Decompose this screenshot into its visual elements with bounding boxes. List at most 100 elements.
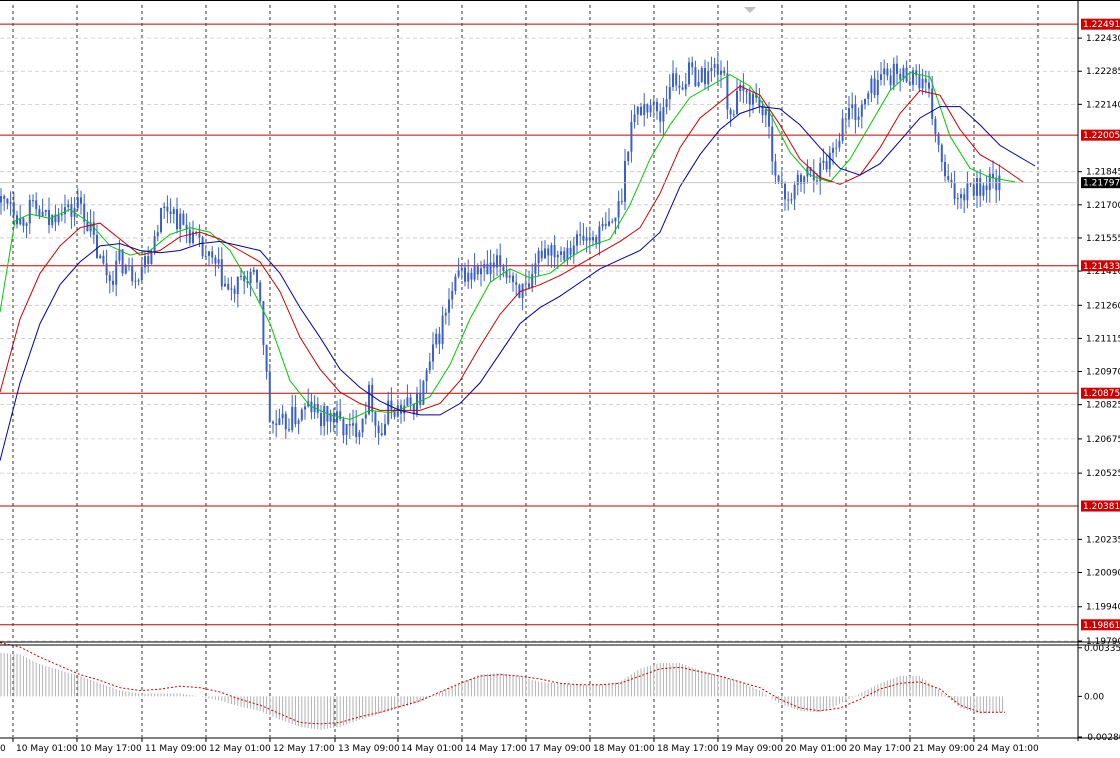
level-price-tag: 1.20875 [1081,387,1120,399]
price-tick-label: 1.22430 [1086,34,1120,44]
candle-body [969,183,972,185]
candle-body [448,299,450,313]
candle-body [25,223,28,226]
candle-body [76,197,79,209]
time-tick-label: 20 May 01:00 [785,744,847,754]
candle-body [947,176,950,180]
candle-body [515,282,518,285]
candle-body [496,255,498,268]
candle-body [396,405,399,417]
candle-body [710,67,713,72]
price-tick-label: 1.21700 [1086,201,1120,211]
price-tick-label: 1.21410 [1086,267,1120,277]
level-tag-label: 1.22491 [1083,20,1120,30]
oscillator-tick-label: 0.00 [1084,692,1104,702]
candle-body [540,250,543,259]
candle-body [435,333,438,345]
candle-body [755,93,758,98]
candle-body [892,63,895,86]
candle-body [358,432,361,438]
candle-body [956,198,959,200]
candle-body [227,283,230,290]
candle-body [134,280,137,282]
candle-body [348,424,351,426]
current-price-label: 1.21797 [1083,179,1120,189]
candle-body [188,229,191,243]
candle-body [403,405,406,414]
price-tick-label: 1.20970 [1086,368,1120,378]
candle-body [652,101,655,106]
candle-body [758,97,761,107]
candle-body [784,183,786,200]
candle-body [886,68,889,76]
triangle-down-icon[interactable] [744,7,756,13]
candle-body [675,73,678,86]
time-tick-label: 0 [0,744,6,754]
moving-average-line [0,85,1024,411]
candle-body [835,147,838,149]
time-tick-label: 10 May 01:00 [16,744,78,754]
candle-body [198,233,201,238]
horizontal-levels [0,23,1078,626]
candle-body [6,198,9,204]
candle-body [620,201,623,203]
level-tag-background [1081,619,1120,631]
candle-body [115,260,118,285]
time-tick-label: 18 May 17:00 [657,744,719,754]
candle-body [915,70,918,76]
candle-body [787,199,790,201]
candle-body [867,93,870,99]
candle-body [412,403,415,415]
candle-body [732,114,735,116]
candle-body [896,63,898,74]
candle-body [169,211,172,215]
candle-body [406,397,409,406]
price-tick-label: 1.19790 [1086,637,1120,647]
candle-body [723,70,726,74]
candle-body [876,79,879,95]
candle-body [518,284,521,298]
candle-body [848,108,850,120]
candle-body [483,263,486,269]
candle-body [598,226,601,245]
candle-body [140,267,143,281]
candle-body [656,101,658,112]
candle-body [220,259,223,287]
candle-body [774,161,777,176]
level-tag-label: 1.20381 [1083,502,1120,512]
candle-body [928,82,930,89]
candle-body [361,418,364,433]
candle-body [646,104,649,113]
candle-body [569,247,572,255]
candle-body [460,267,463,271]
candle-body [304,406,306,410]
candle-body [44,210,47,212]
candle-body [694,67,697,87]
candle-body [240,275,242,277]
candle-body [131,265,134,282]
candle-body [124,266,127,274]
candle-body [422,381,425,405]
candle-body [204,255,207,257]
candle-body [172,209,175,215]
candle-body [624,161,626,202]
candle-body [921,78,924,89]
candle-body [377,425,380,434]
candle-body [508,275,511,278]
candle-body [92,222,95,235]
candle-body [342,419,345,436]
candle-body [12,202,15,216]
candle-body [790,199,793,201]
candle-body [828,152,831,170]
candle-body [576,234,578,246]
candle-body [64,207,66,215]
candle-body [560,251,562,255]
level-tag-background [1081,18,1120,30]
candle-body [982,185,985,196]
candle-body [707,71,710,85]
candle-body [595,237,598,245]
candle-body [182,213,185,225]
level-tag-background [1081,500,1120,512]
candle-body [256,269,258,283]
